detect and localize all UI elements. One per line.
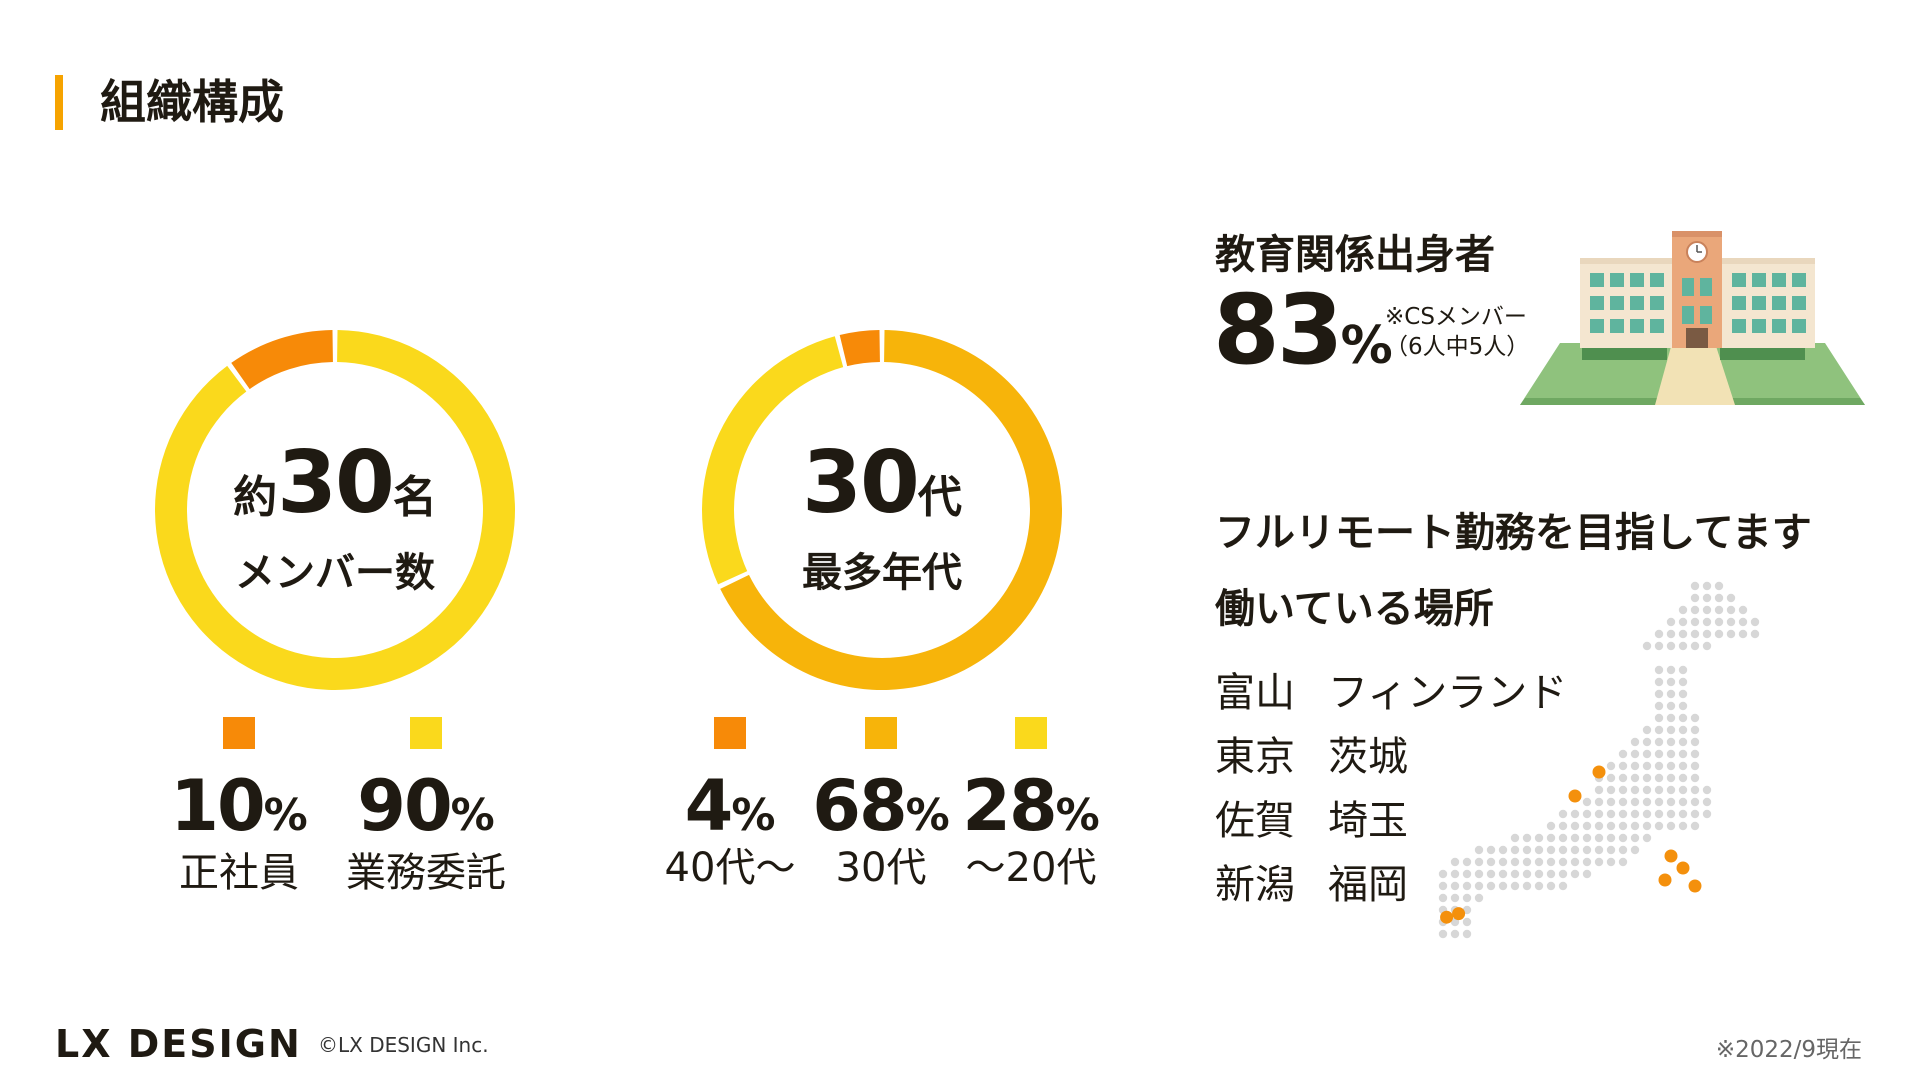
page-title: 組織構成 <box>100 75 284 129</box>
slice-label-fulltime: 正社員 <box>179 850 299 896</box>
legend-swatch-40s <box>714 717 746 749</box>
legend-swatch-20s <box>1015 717 1047 749</box>
map-pin-icon <box>1440 910 1454 924</box>
company-logo: LX DESIGN <box>55 1022 302 1066</box>
copyright: ©LX DESIGN Inc. <box>318 1033 489 1057</box>
place-item: 新潟 <box>1215 862 1295 908</box>
donut-slice-1-0 <box>839 330 880 367</box>
center-suffix: 名 <box>392 472 437 523</box>
education-value: 83% <box>1213 274 1393 386</box>
place-item: 富山 <box>1215 670 1295 716</box>
center-value: 30 <box>802 433 920 533</box>
place-item: 東京 <box>1215 734 1295 780</box>
slice-label-30s: 30代 <box>835 845 927 891</box>
donut-slice-0-0 <box>231 330 333 390</box>
map-pin-icon <box>1658 873 1672 887</box>
place-item: フィンランド <box>1328 670 1568 716</box>
slice-pct-fulltime: 10% <box>170 765 308 847</box>
center-prefix: 約 <box>233 472 278 523</box>
slice-pct-40s: 4% <box>684 765 776 847</box>
map-pin-icon <box>1676 861 1690 875</box>
slice-pct-20s: 28% <box>962 765 1100 847</box>
map-pin-icon <box>1688 879 1702 893</box>
donut-age-center: 30代 最多年代 <box>697 440 1067 598</box>
map-pin-icon <box>1452 907 1466 921</box>
title-accent-bar <box>55 75 63 130</box>
slice-label-40s: 40代〜 <box>664 845 796 891</box>
place-item: 茨城 <box>1328 734 1408 780</box>
work-locations-heading: 働いている場所 <box>1215 586 1494 632</box>
japan-dot-map-icon <box>1438 581 1760 939</box>
legend-swatch-fulltime <box>223 717 255 749</box>
donut-members-center: 約30名 メンバー数 <box>150 440 520 598</box>
place-item: 埼玉 <box>1328 798 1408 844</box>
map-pin-icon <box>1568 789 1582 803</box>
place-item: 福岡 <box>1328 862 1408 908</box>
center-suffix: 代 <box>917 472 962 523</box>
slice-label-contract: 業務委託 <box>346 850 506 896</box>
as-of-date: ※2022/9現在 <box>1715 1037 1862 1063</box>
center-value: 30 <box>277 433 395 533</box>
donut-slice-1-2 <box>702 336 844 585</box>
map-pin-icon <box>1592 765 1606 779</box>
education-title: 教育関係出身者 <box>1215 232 1495 278</box>
center-label: メンバー数 <box>235 550 435 596</box>
map-pin-icon <box>1664 849 1678 863</box>
remote-work-heading: フルリモート勤務を目指してます <box>1215 510 1812 556</box>
slice-pct-30s: 68% <box>812 765 950 847</box>
place-item: 佐賀 <box>1215 798 1295 844</box>
slice-label-20s: 〜20代 <box>965 845 1097 891</box>
school-building-icon <box>1520 231 1865 405</box>
legend-swatch-30s <box>865 717 897 749</box>
slice-pct-contract: 90% <box>357 765 495 847</box>
donut-chart-age <box>702 330 1062 690</box>
center-label: 最多年代 <box>802 550 962 596</box>
education-note: ※CSメンバー （6人中5人） <box>1385 304 1530 360</box>
donut-chart-members <box>154 330 515 690</box>
legend-swatch-contract <box>410 717 442 749</box>
